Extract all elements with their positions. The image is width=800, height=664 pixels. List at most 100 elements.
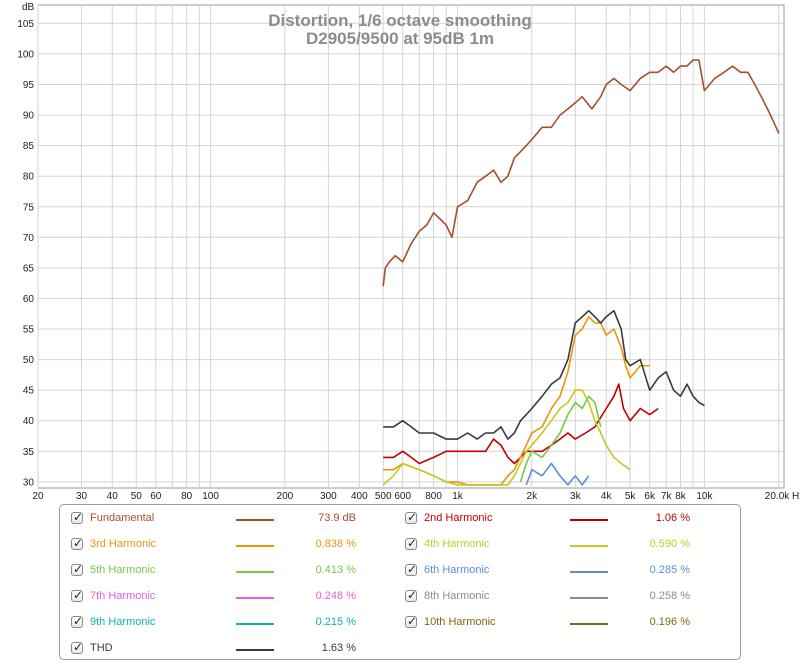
legend-checkbox[interactable]: ✓ <box>71 588 84 602</box>
legend-value: 0.413 % <box>315 564 356 576</box>
y-tick-label: 55 <box>23 325 35 336</box>
y-tick-label: 95 <box>23 80 35 91</box>
series-line-6th-harmonic <box>525 462 590 486</box>
legend-label: 10th Harmonic <box>424 616 496 628</box>
y-tick-label: 60 <box>23 294 35 305</box>
legend-item-6th-harmonic: ✓ 6th Harmonic 0.285 % <box>405 562 705 581</box>
legend-item-fundamental: ✓ Fundamental 73.9 dB <box>71 510 371 529</box>
x-tick-label: 5k <box>625 491 637 502</box>
legend-value: 0.215 % <box>315 616 356 628</box>
distortion-chart: 30 35 40 45 50 55 60 65 70 75 80 85 90 95 100 105 20 30 4… <box>17 2 800 502</box>
legend-item-9th-harmonic: ✓ 9th Harmonic 0.215 % <box>71 614 371 633</box>
legend-item-7th-harmonic: ✓ 7th Harmonic 0.248 % <box>71 588 371 607</box>
legend-value: 0.258 % <box>649 590 690 602</box>
legend-label: 5th Harmonic <box>90 564 156 576</box>
legend-label: 8th Harmonic <box>424 590 490 602</box>
x-tick-label: 60 <box>150 491 162 502</box>
legend-item-thd: ✓ THD 1.63 % <box>71 640 371 659</box>
legend-swatch <box>570 519 608 521</box>
legend-swatch <box>570 545 608 547</box>
x-tick-label: 20 <box>32 491 44 502</box>
legend-label: 4th Harmonic <box>424 538 490 550</box>
x-tick-label: 7k <box>661 491 673 502</box>
x-tick-label: 3k <box>570 491 582 502</box>
x-tick-label: 1k <box>452 491 464 502</box>
x-tick-label: 400 <box>351 491 368 502</box>
grid <box>37 5 784 488</box>
legend-value: 0.590 % <box>649 538 690 550</box>
legend-value: 0.248 % <box>315 590 356 602</box>
x-tick-label: 2k <box>527 491 539 502</box>
checkmark-icon: ✓ <box>407 536 418 550</box>
x-tick-label: 10k <box>696 491 713 502</box>
y-tick-label: 30 <box>23 477 35 488</box>
y-axis-label: dB <box>22 2 35 13</box>
legend-checkbox[interactable]: ✓ <box>71 536 84 550</box>
x-tick-label: 100 <box>202 491 219 502</box>
y-tick-label: 40 <box>23 416 35 427</box>
legend-label: Fundamental <box>90 512 155 524</box>
x-tick-label: 300 <box>320 491 337 502</box>
y-tick-label: 45 <box>23 386 35 397</box>
legend-item-5th-harmonic: ✓ 5th Harmonic 0.413 % <box>71 562 371 581</box>
legend-checkbox[interactable]: ✓ <box>405 614 418 628</box>
x-tick-label: 500 <box>375 491 392 502</box>
y-tick-label: 35 <box>23 447 35 458</box>
checkmark-icon: ✓ <box>407 510 418 524</box>
legend-value: 0.196 % <box>649 616 690 628</box>
y-tick-label: 80 <box>23 172 35 183</box>
chart-title: Distortion, 1/6 octave smoothing <box>268 11 532 30</box>
legend-value: 1.63 % <box>321 642 356 654</box>
legend-swatch <box>236 571 274 573</box>
legend-item-8th-harmonic: ✓ 8th Harmonic 0.258 % <box>405 588 705 607</box>
y-tick-label: 70 <box>23 233 35 244</box>
y-tick-label: 50 <box>23 355 35 366</box>
checkmark-icon: ✓ <box>407 562 418 576</box>
x-tick-label: 80 <box>181 491 193 502</box>
y-tick-label: 90 <box>23 111 35 122</box>
checkmark-icon: ✓ <box>73 614 84 628</box>
legend-label: 7th Harmonic <box>90 590 156 602</box>
checkmark-icon: ✓ <box>407 588 418 602</box>
legend-item-3rd-harmonic: ✓ 3rd Harmonic 0.838 % <box>71 536 371 555</box>
legend-checkbox[interactable]: ✓ <box>405 588 418 602</box>
legend-label: 6th Harmonic <box>424 564 490 576</box>
legend-label: 2nd Harmonic <box>424 512 493 524</box>
chart-subtitle: D2905/9500 at 95dB 1m <box>306 29 494 48</box>
legend-checkbox[interactable]: ✓ <box>405 562 418 576</box>
legend-checkbox[interactable]: ✓ <box>71 510 84 524</box>
y-tick-label: 65 <box>23 263 35 274</box>
checkmark-icon: ✓ <box>73 588 84 602</box>
legend-label: THD <box>90 642 113 654</box>
legend-item-10th-harmonic: ✓ 10th Harmonic 0.196 % <box>405 614 705 633</box>
series-line-thd <box>383 309 705 440</box>
x-tick-label: 6k <box>644 491 656 502</box>
checkmark-icon: ✓ <box>73 536 84 550</box>
checkmark-icon: ✓ <box>73 640 84 654</box>
legend-swatch <box>570 623 608 625</box>
legend-checkbox[interactable]: ✓ <box>405 510 418 524</box>
legend-checkbox[interactable]: ✓ <box>405 536 418 550</box>
legend-swatch <box>236 519 274 521</box>
legend-value: 73.9 dB <box>318 512 356 524</box>
legend-checkbox[interactable]: ✓ <box>71 562 83 576</box>
legend-item-4th-harmonic: ✓ 4th Harmonic 0.590 % <box>405 536 705 555</box>
legend-swatch <box>236 545 274 547</box>
legend-checkbox[interactable]: ✓ <box>71 614 84 628</box>
x-tick-label: 800 <box>425 491 442 502</box>
checkmark-icon: ✓ <box>407 614 418 628</box>
legend-swatch <box>236 649 274 651</box>
x-tick-label: 20.0k Hz <box>765 491 800 502</box>
plot-background <box>37 4 785 489</box>
x-tick-label: 4k <box>601 491 613 502</box>
checkmark-icon: ✓ <box>73 510 84 524</box>
x-tick-label: 8k <box>675 491 687 502</box>
series-lines <box>382 59 780 486</box>
y-tick-labels: 30 35 40 45 50 55 60 65 70 75 80 85 90 95 100 105 <box>17 19 34 489</box>
x-tick-label: 40 <box>107 491 119 502</box>
legend-checkbox[interactable]: ✓ <box>71 640 84 654</box>
x-tick-label: 30 <box>76 491 88 502</box>
x-tick-labels: 20 30 40 50 60 80 100 200 300 400 500 600 800 1k 2k 3k 4… <box>32 491 800 502</box>
series-line-4th-harmonic <box>382 389 631 486</box>
y-tick-label: 100 <box>17 49 34 60</box>
